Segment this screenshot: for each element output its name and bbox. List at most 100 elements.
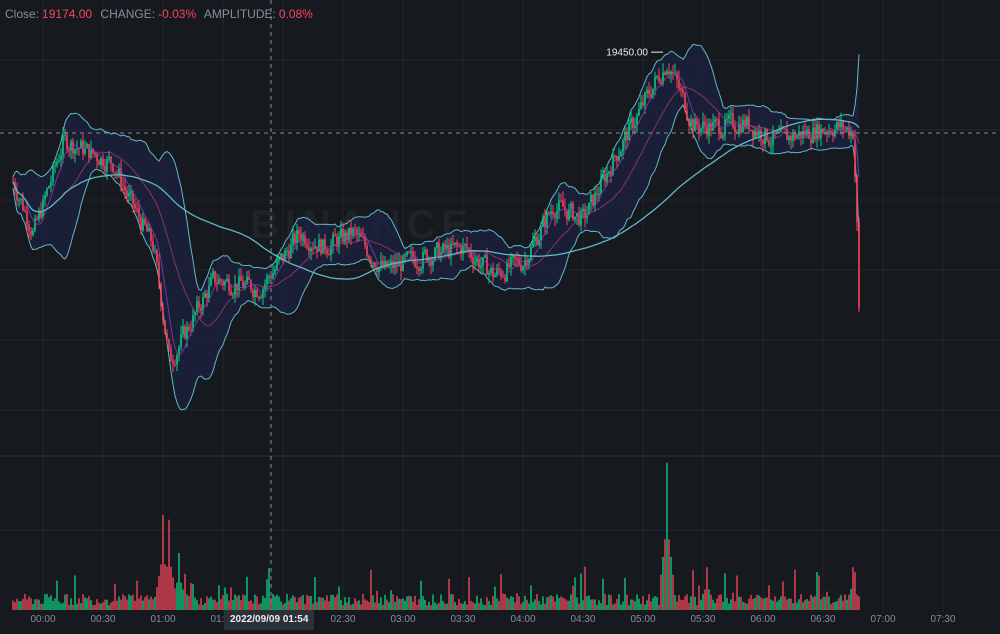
candle-body [562, 200, 564, 207]
candle-body [850, 131, 852, 137]
candle-body [626, 131, 628, 141]
volume-bar [776, 601, 778, 610]
volume-bar [136, 580, 138, 610]
candle-body [44, 195, 46, 200]
volume-bar [176, 582, 178, 610]
volume-bar [354, 598, 356, 610]
candle [418, 266, 420, 277]
volume-bar [792, 603, 794, 610]
volume-bar [370, 569, 372, 610]
candle [424, 246, 426, 255]
candle [842, 120, 844, 139]
candle-body [592, 194, 594, 206]
candle-body [616, 156, 618, 161]
candle-body [370, 258, 372, 264]
volume-bar [178, 553, 180, 610]
volume-bar [442, 600, 444, 610]
volume-bar [194, 597, 196, 610]
volume-bar [284, 602, 286, 610]
volume-bar [664, 539, 666, 610]
candle [288, 243, 290, 263]
volume-bar [676, 601, 678, 610]
volume-bar [690, 596, 692, 610]
candle-body [538, 240, 540, 245]
volume-bar [238, 595, 240, 610]
candle-body [542, 217, 544, 227]
volume-bar [86, 598, 88, 610]
ma-short [12, 72, 860, 355]
candle-body [730, 113, 732, 115]
volume-bar [716, 598, 718, 610]
candle-body [236, 283, 238, 291]
candle-body [248, 276, 250, 281]
volume-bar [76, 603, 78, 610]
volume-bar [126, 599, 128, 610]
candle-body [130, 191, 132, 194]
volume-bar [682, 600, 684, 610]
candle-body [382, 261, 384, 268]
volume-bar [420, 580, 422, 610]
candle-body [438, 242, 440, 259]
candle-body [228, 278, 230, 292]
candle [700, 127, 702, 137]
candle-body [638, 108, 640, 116]
volume-bar [114, 583, 116, 610]
candle [362, 227, 364, 239]
candle [604, 168, 606, 187]
candle-body [390, 261, 392, 266]
volume-bar [738, 596, 740, 610]
volume-bar [594, 599, 596, 610]
volume-bar [818, 575, 820, 610]
candle-body [788, 136, 790, 141]
moving-averages [12, 72, 860, 355]
candle-body [262, 289, 264, 298]
volume-bar [378, 603, 380, 610]
candle-body [188, 326, 190, 330]
candle [222, 279, 224, 290]
candle-body [316, 246, 318, 252]
volume-bar [724, 573, 726, 610]
volume-bar [46, 593, 48, 610]
volume-bar [320, 597, 322, 610]
candle-body [64, 134, 66, 136]
volume-bar [12, 600, 14, 610]
candle-body [610, 171, 612, 176]
candle [268, 274, 270, 284]
volume-bar [580, 573, 582, 610]
volume-bar [36, 599, 38, 610]
candle-body [754, 131, 756, 138]
volume-bar [550, 595, 552, 610]
candle [148, 223, 150, 232]
volume-bar [752, 598, 754, 610]
candle-body [844, 129, 846, 131]
candle-body [846, 127, 848, 130]
candle [310, 246, 312, 261]
candle-body [560, 200, 562, 202]
volume-bar [684, 596, 686, 610]
volume-bar [152, 599, 154, 610]
candle [748, 108, 750, 134]
candle-body [750, 129, 752, 131]
candle-body [340, 229, 342, 237]
volume-bar [230, 587, 232, 610]
candle-body [168, 339, 170, 349]
candle-body [106, 159, 108, 172]
candle-body [330, 245, 332, 256]
candle [634, 117, 636, 135]
candle-body [726, 118, 728, 120]
candle-body [760, 130, 762, 140]
candle-body [804, 131, 806, 136]
candle [314, 238, 316, 250]
candle-body [278, 256, 280, 261]
volume-bar [546, 597, 548, 610]
candle [758, 124, 760, 142]
volume-bar [480, 598, 482, 610]
candle-body [854, 138, 856, 177]
candle-body [738, 123, 740, 134]
volume-bar [78, 598, 80, 610]
candle [408, 250, 410, 254]
candle-body [398, 261, 400, 267]
volume-bar [846, 599, 848, 610]
volume-bar [794, 569, 796, 610]
